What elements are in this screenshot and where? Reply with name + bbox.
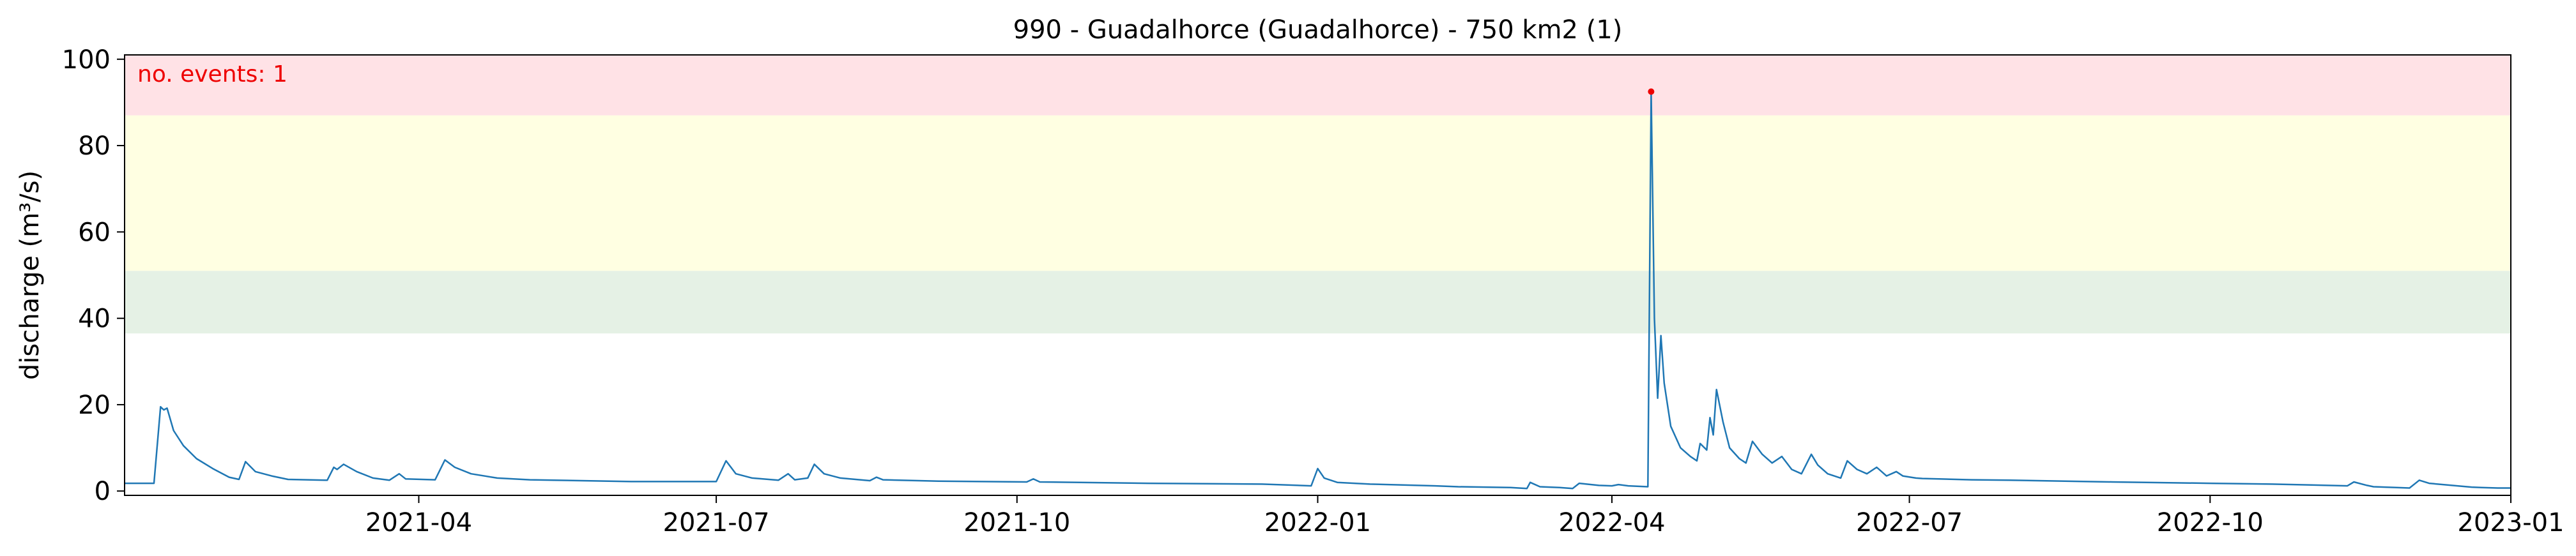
- event-markers: [1648, 88, 1655, 95]
- x-tick-label: 2021-04: [365, 508, 472, 537]
- threshold-band-1: [125, 115, 2511, 271]
- y-tick-label: 40: [78, 304, 111, 334]
- y-tick-label: 20: [78, 391, 111, 420]
- x-tick-label: 2022-10: [2157, 508, 2264, 537]
- events-annotation: no. events: 1: [137, 61, 288, 87]
- y-tick-label: 80: [78, 131, 111, 161]
- x-tick-label: 2022-07: [1856, 508, 1963, 537]
- series-lines: [125, 91, 2511, 490]
- y-axis-label: discharge (m³/s): [15, 170, 45, 380]
- threshold-bands: [125, 55, 2511, 334]
- y-axis-ticks: 0 20 40 60 80 100: [62, 45, 125, 506]
- chart-title: 990 - Guadalhorce (Guadalhorce) - 750 km…: [1013, 15, 1623, 45]
- x-tick-label: 2022-01: [1264, 508, 1371, 537]
- discharge-series-line-0: [125, 91, 2511, 490]
- x-tick-label: 2022-04: [1558, 508, 1665, 537]
- threshold-band-2: [125, 55, 2511, 116]
- y-tick-label: 100: [62, 45, 111, 75]
- threshold-band-0: [125, 271, 2511, 334]
- x-tick-label: 2021-10: [963, 508, 1070, 537]
- x-axis-ticks: 2021-04 2021-07 2021-10 2022-01 2022-04 2022-…: [365, 495, 2564, 537]
- x-tick-label: 2023-01: [2457, 508, 2564, 537]
- y-tick-label: 60: [78, 218, 111, 247]
- y-tick-label: 0: [95, 477, 111, 506]
- x-tick-label: 2021-07: [663, 508, 770, 537]
- event-marker-0: [1648, 88, 1655, 95]
